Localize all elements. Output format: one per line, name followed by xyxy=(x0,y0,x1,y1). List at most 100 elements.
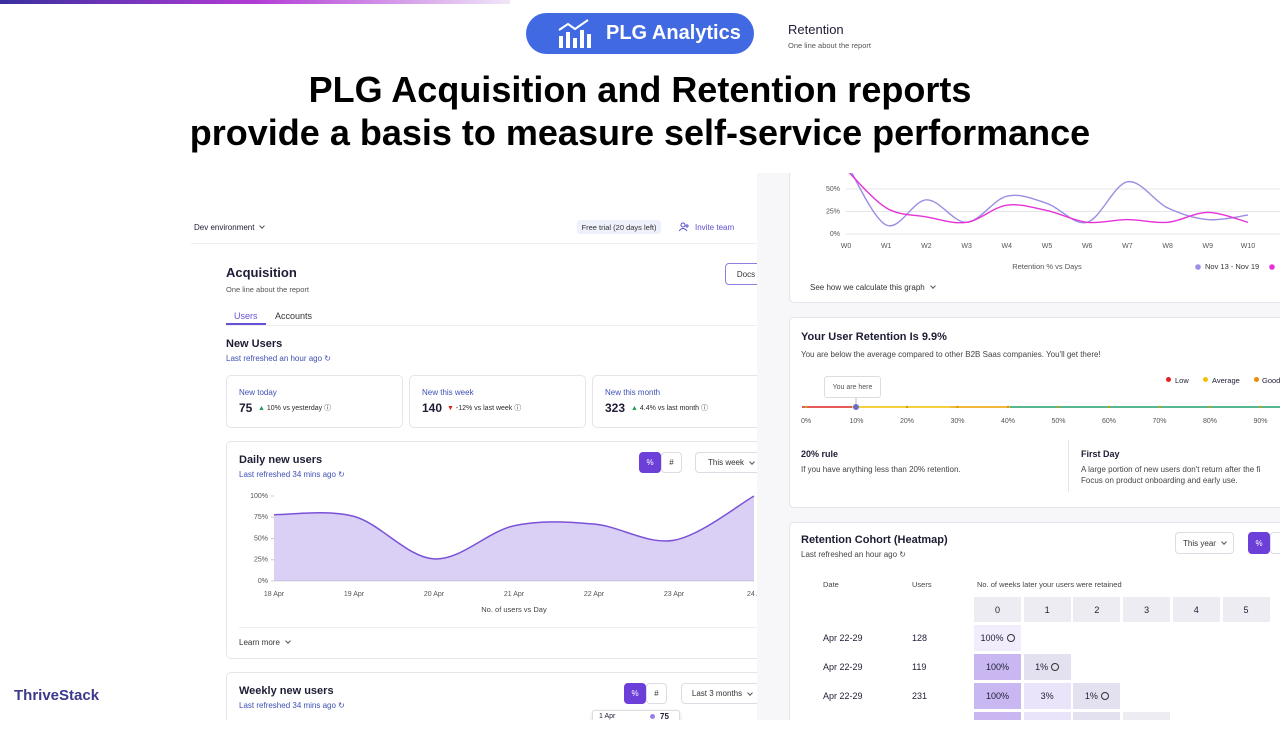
badge-icon xyxy=(558,19,591,48)
docs-button[interactable]: Docs xyxy=(725,263,757,285)
stat-delta: ▲ 10% vs yesterday ⓘ xyxy=(258,405,332,412)
period-select[interactable]: This week xyxy=(695,452,757,473)
delta-text: 4.4% vs last month xyxy=(639,405,700,412)
week-header: 3 xyxy=(1123,597,1171,622)
stat-label: New today xyxy=(239,388,277,397)
legend-dot xyxy=(1195,264,1201,270)
brand: ThriveStack xyxy=(14,687,100,704)
legend-label: Low xyxy=(1175,376,1189,385)
refreshed-text: Last refreshed an hour ago xyxy=(226,354,323,363)
column-header: No. of weeks later your users were retai… xyxy=(977,580,1122,589)
period-select[interactable]: This year xyxy=(1175,532,1234,554)
refreshed: Last refreshed an hour ago ↻ xyxy=(226,354,332,363)
scale-label: 10% xyxy=(849,418,863,425)
legend-dot xyxy=(1254,377,1259,382)
y-tick-label: 0% xyxy=(830,231,840,238)
cell-value: 100% xyxy=(980,633,1004,643)
heatmap-cell xyxy=(974,712,1021,720)
scale-label: 20% xyxy=(900,418,914,425)
section-title: New Users xyxy=(226,338,283,350)
toggle-count[interactable]: # xyxy=(646,683,667,704)
week-header: 0 xyxy=(974,597,1021,622)
rule-text: A large portion of new users don't retur… xyxy=(1081,465,1261,474)
x-tick-label: 20 Apr xyxy=(424,591,445,598)
heatmap-cell: 100% xyxy=(974,683,1021,709)
stat-label: New this week xyxy=(422,388,474,397)
refreshed-text: Last refreshed an hour ago xyxy=(801,550,898,559)
y-tick-label: 25% xyxy=(826,208,840,215)
divider xyxy=(1068,440,1069,492)
stat-card xyxy=(592,375,757,428)
rule-title: First Day xyxy=(1081,449,1120,459)
headline: provide a basis to measure self-service … xyxy=(189,112,1091,153)
tab-users[interactable]: Users xyxy=(234,311,258,321)
acquisition-panel: Dev environment Free trial (20 days left… xyxy=(191,220,757,720)
separator xyxy=(191,243,757,244)
x-tick-label: W1 xyxy=(881,243,892,250)
daily-chart: 0% 25% 50% 75% 100% 18 Apr 19 Apr 20 Apr 21 Apr 2… xyxy=(250,493,757,598)
cohort-title: Retention Cohort (Heatmap) xyxy=(801,534,948,546)
cell-value: 1% xyxy=(1084,691,1098,701)
column-header: Date xyxy=(823,580,839,589)
delta-text: 10% vs yesterday xyxy=(266,405,323,412)
refreshed-text: Last refreshed 34 mins ago xyxy=(239,701,336,710)
week-header: 1 xyxy=(1023,597,1071,622)
scale-label: 30% xyxy=(950,418,964,425)
row-date: Apr 22-29 xyxy=(823,662,863,672)
cell-icon xyxy=(1006,634,1015,642)
scale-label: 60% xyxy=(1102,418,1116,425)
refreshed: Last refreshed an hour ago ↻ xyxy=(801,550,907,559)
tab-underline xyxy=(226,323,266,325)
x-axis-label: No. of users vs Day xyxy=(481,605,547,614)
toggle-count[interactable] xyxy=(1270,532,1280,554)
stat-card xyxy=(409,375,586,428)
scale-tick xyxy=(804,405,808,409)
marker-label: You are here xyxy=(824,376,881,398)
x-tick-label: 22 Apr xyxy=(584,591,605,598)
learn-more-text: Learn more xyxy=(239,638,280,647)
x-tick-label: W8 xyxy=(1162,243,1173,250)
report-title: Retention xyxy=(788,22,844,37)
calc-link-text: See how we calculate this graph xyxy=(810,283,925,292)
x-tick-label: W3 xyxy=(961,243,972,250)
cell-value: 1% xyxy=(1035,662,1049,672)
toggle-percent[interactable]: % xyxy=(1248,532,1270,554)
stat-delta: ▼ -12% vs last week ⓘ xyxy=(447,405,522,412)
refreshed: Last refreshed 34 mins ago ↻ xyxy=(239,701,345,710)
x-tick-label: 19 Apr xyxy=(344,591,365,598)
top-accent xyxy=(0,0,510,4)
scale-label: 80% xyxy=(1203,418,1217,425)
scale-tick xyxy=(905,405,909,409)
row-date: Apr 22-29 xyxy=(823,691,863,701)
badge-text: PLG Analytics xyxy=(606,22,741,44)
x-tick-label: W2 xyxy=(921,243,932,250)
daily-card xyxy=(226,441,757,659)
x-tick-label: W6 xyxy=(1082,243,1093,250)
period-select[interactable]: Last 3 months xyxy=(681,683,757,704)
learn-more[interactable]: Learn more xyxy=(239,638,291,647)
x-tick-label: 23 Apr xyxy=(664,591,685,598)
calc-link[interactable]: See how we calculate this graph xyxy=(810,283,936,292)
stat-delta: ▲ 4.4% vs last month ⓘ xyxy=(631,405,708,412)
report-subtitle: One line about the report xyxy=(226,285,309,294)
tab-accounts[interactable]: Accounts xyxy=(275,311,313,321)
invite-icon xyxy=(679,222,689,232)
heatmap-cell xyxy=(1123,712,1171,720)
badge xyxy=(526,13,754,54)
line xyxy=(845,168,1249,224)
cell-value: 100% xyxy=(985,691,1010,701)
trial-badge: Free trial (20 days left) xyxy=(577,220,661,234)
environment-select[interactable]: Dev environment xyxy=(194,223,266,232)
benchmark-subtitle: You are below the average compared to ot… xyxy=(801,350,1101,359)
toggle-count[interactable]: # xyxy=(661,452,682,473)
toggle-percent[interactable]: % xyxy=(639,452,661,473)
x-tick-label: 18 Apr xyxy=(264,591,285,598)
toggle-percent[interactable]: % xyxy=(624,683,646,704)
retention-panel: 0% 25% 50% W0 W1 W2 W3 W4 W5 W6 W7 W8 W9 W10 Retention… xyxy=(788,22,1280,720)
benchmark-title: Your User Retention Is 9.9% xyxy=(801,331,947,343)
rule-title: 20% rule xyxy=(801,449,839,459)
invite-team[interactable]: Invite team xyxy=(695,223,735,232)
x-tick-label: W5 xyxy=(1042,243,1053,250)
marker xyxy=(852,404,859,410)
scale-label: 70% xyxy=(1152,418,1166,425)
